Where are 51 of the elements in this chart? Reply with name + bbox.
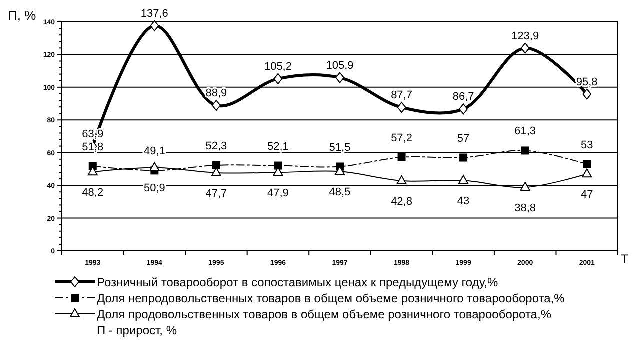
data-label: 61,3 xyxy=(514,126,536,138)
point xyxy=(460,154,468,162)
point xyxy=(335,166,345,176)
point xyxy=(582,168,592,178)
data-label: 86,7 xyxy=(452,91,474,104)
point xyxy=(582,88,592,100)
data-label: 88,9 xyxy=(206,88,228,100)
data-label: 50,9 xyxy=(144,182,166,195)
legend-label: Доля продовольственных товаров в общем объеме розничного товарооборота,% xyxy=(97,308,552,322)
point xyxy=(521,146,530,155)
point xyxy=(150,162,160,172)
point xyxy=(396,175,407,184)
data-label: 87,7 xyxy=(391,90,412,102)
point xyxy=(212,161,220,170)
point xyxy=(520,42,530,54)
data-label: 53 xyxy=(580,139,594,152)
point xyxy=(397,102,406,114)
data-label: 123,9 xyxy=(512,30,540,42)
y-axis-title: П, % xyxy=(8,8,37,23)
data-label: 43 xyxy=(457,196,470,208)
point xyxy=(520,182,530,192)
data-label: 47 xyxy=(580,189,594,202)
data-label: 51,5 xyxy=(329,142,351,154)
point xyxy=(458,175,469,184)
data-label: 105,2 xyxy=(264,60,292,73)
point xyxy=(459,104,468,115)
data-label: 42,8 xyxy=(391,196,412,208)
data-label: 48,2 xyxy=(82,187,104,200)
data-label: 95,8 xyxy=(576,76,598,88)
data-label: 57,2 xyxy=(391,132,412,144)
data-label: 137,6 xyxy=(140,8,168,20)
legend-label: Доля непродовольственных товаров в общем объеме розничного товарооборота,% xyxy=(97,292,566,306)
text: П - прирост, % xyxy=(97,324,178,338)
data-label: 47,9 xyxy=(268,188,289,200)
point xyxy=(336,72,344,84)
point xyxy=(212,100,221,112)
data-label: 57 xyxy=(457,132,470,145)
point xyxy=(398,153,406,162)
data-label: 52,3 xyxy=(206,140,228,152)
data-label: 48,5 xyxy=(329,186,351,199)
point xyxy=(274,73,283,84)
point xyxy=(273,167,284,176)
x-axis-title: Т xyxy=(621,252,629,266)
point xyxy=(88,166,98,176)
data-label: 52,1 xyxy=(268,140,289,153)
data-label: 105,9 xyxy=(326,60,354,72)
data-label: 47,7 xyxy=(206,188,228,200)
data-label: 38,8 xyxy=(514,202,536,215)
legend-label: Розничный товарооборот в сопоставимых ценах к предыдущему году,% xyxy=(97,276,498,290)
point xyxy=(150,20,160,32)
point xyxy=(583,160,592,168)
